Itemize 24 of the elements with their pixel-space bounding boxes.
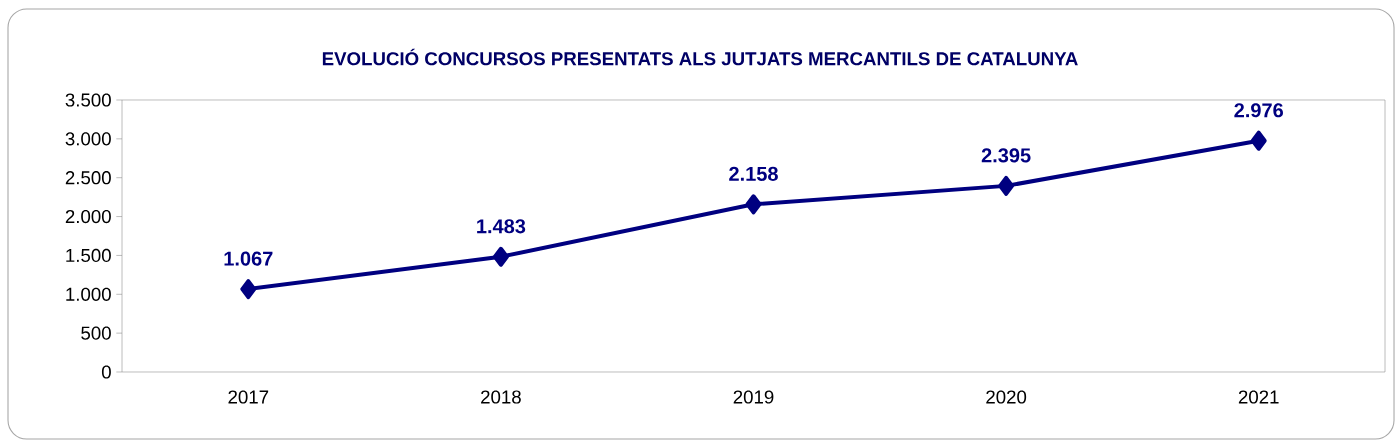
y-tick-label: 2.000 <box>65 209 111 224</box>
x-tick-label: 2020 <box>986 390 1027 404</box>
x-tick-label: 2019 <box>733 390 774 404</box>
data-label: 2.976 <box>1234 103 1283 118</box>
point <box>745 194 762 215</box>
data-label: 2.158 <box>729 166 778 181</box>
x-tick-label: 2017 <box>228 390 269 404</box>
chart-title: EVOLUCIÓ CONCURSOS PRESENTATS ALS JUTJATS MERCANTILS DE CATALUNYA <box>322 48 1078 66</box>
y-tick-label: 3.500 <box>65 93 111 107</box>
x-tick-label: 2021 <box>1238 390 1279 404</box>
y-tick-label: 2.500 <box>65 171 111 185</box>
y-tick-label: 1.500 <box>66 248 111 263</box>
point <box>492 246 509 267</box>
x-tick-label: 2018 <box>481 390 521 404</box>
point <box>1250 130 1267 151</box>
y-tick-label: 500 <box>81 326 111 340</box>
data-label: 1.067 <box>224 251 273 266</box>
data-label: 1.483 <box>477 219 526 234</box>
y-tick-label: 3.000 <box>65 132 111 146</box>
point <box>240 279 257 300</box>
y-tick-label: 1.000 <box>66 287 111 301</box>
data-label: 2.395 <box>981 148 1031 163</box>
point <box>998 175 1015 196</box>
y-tick-label: 0 <box>101 365 111 379</box>
